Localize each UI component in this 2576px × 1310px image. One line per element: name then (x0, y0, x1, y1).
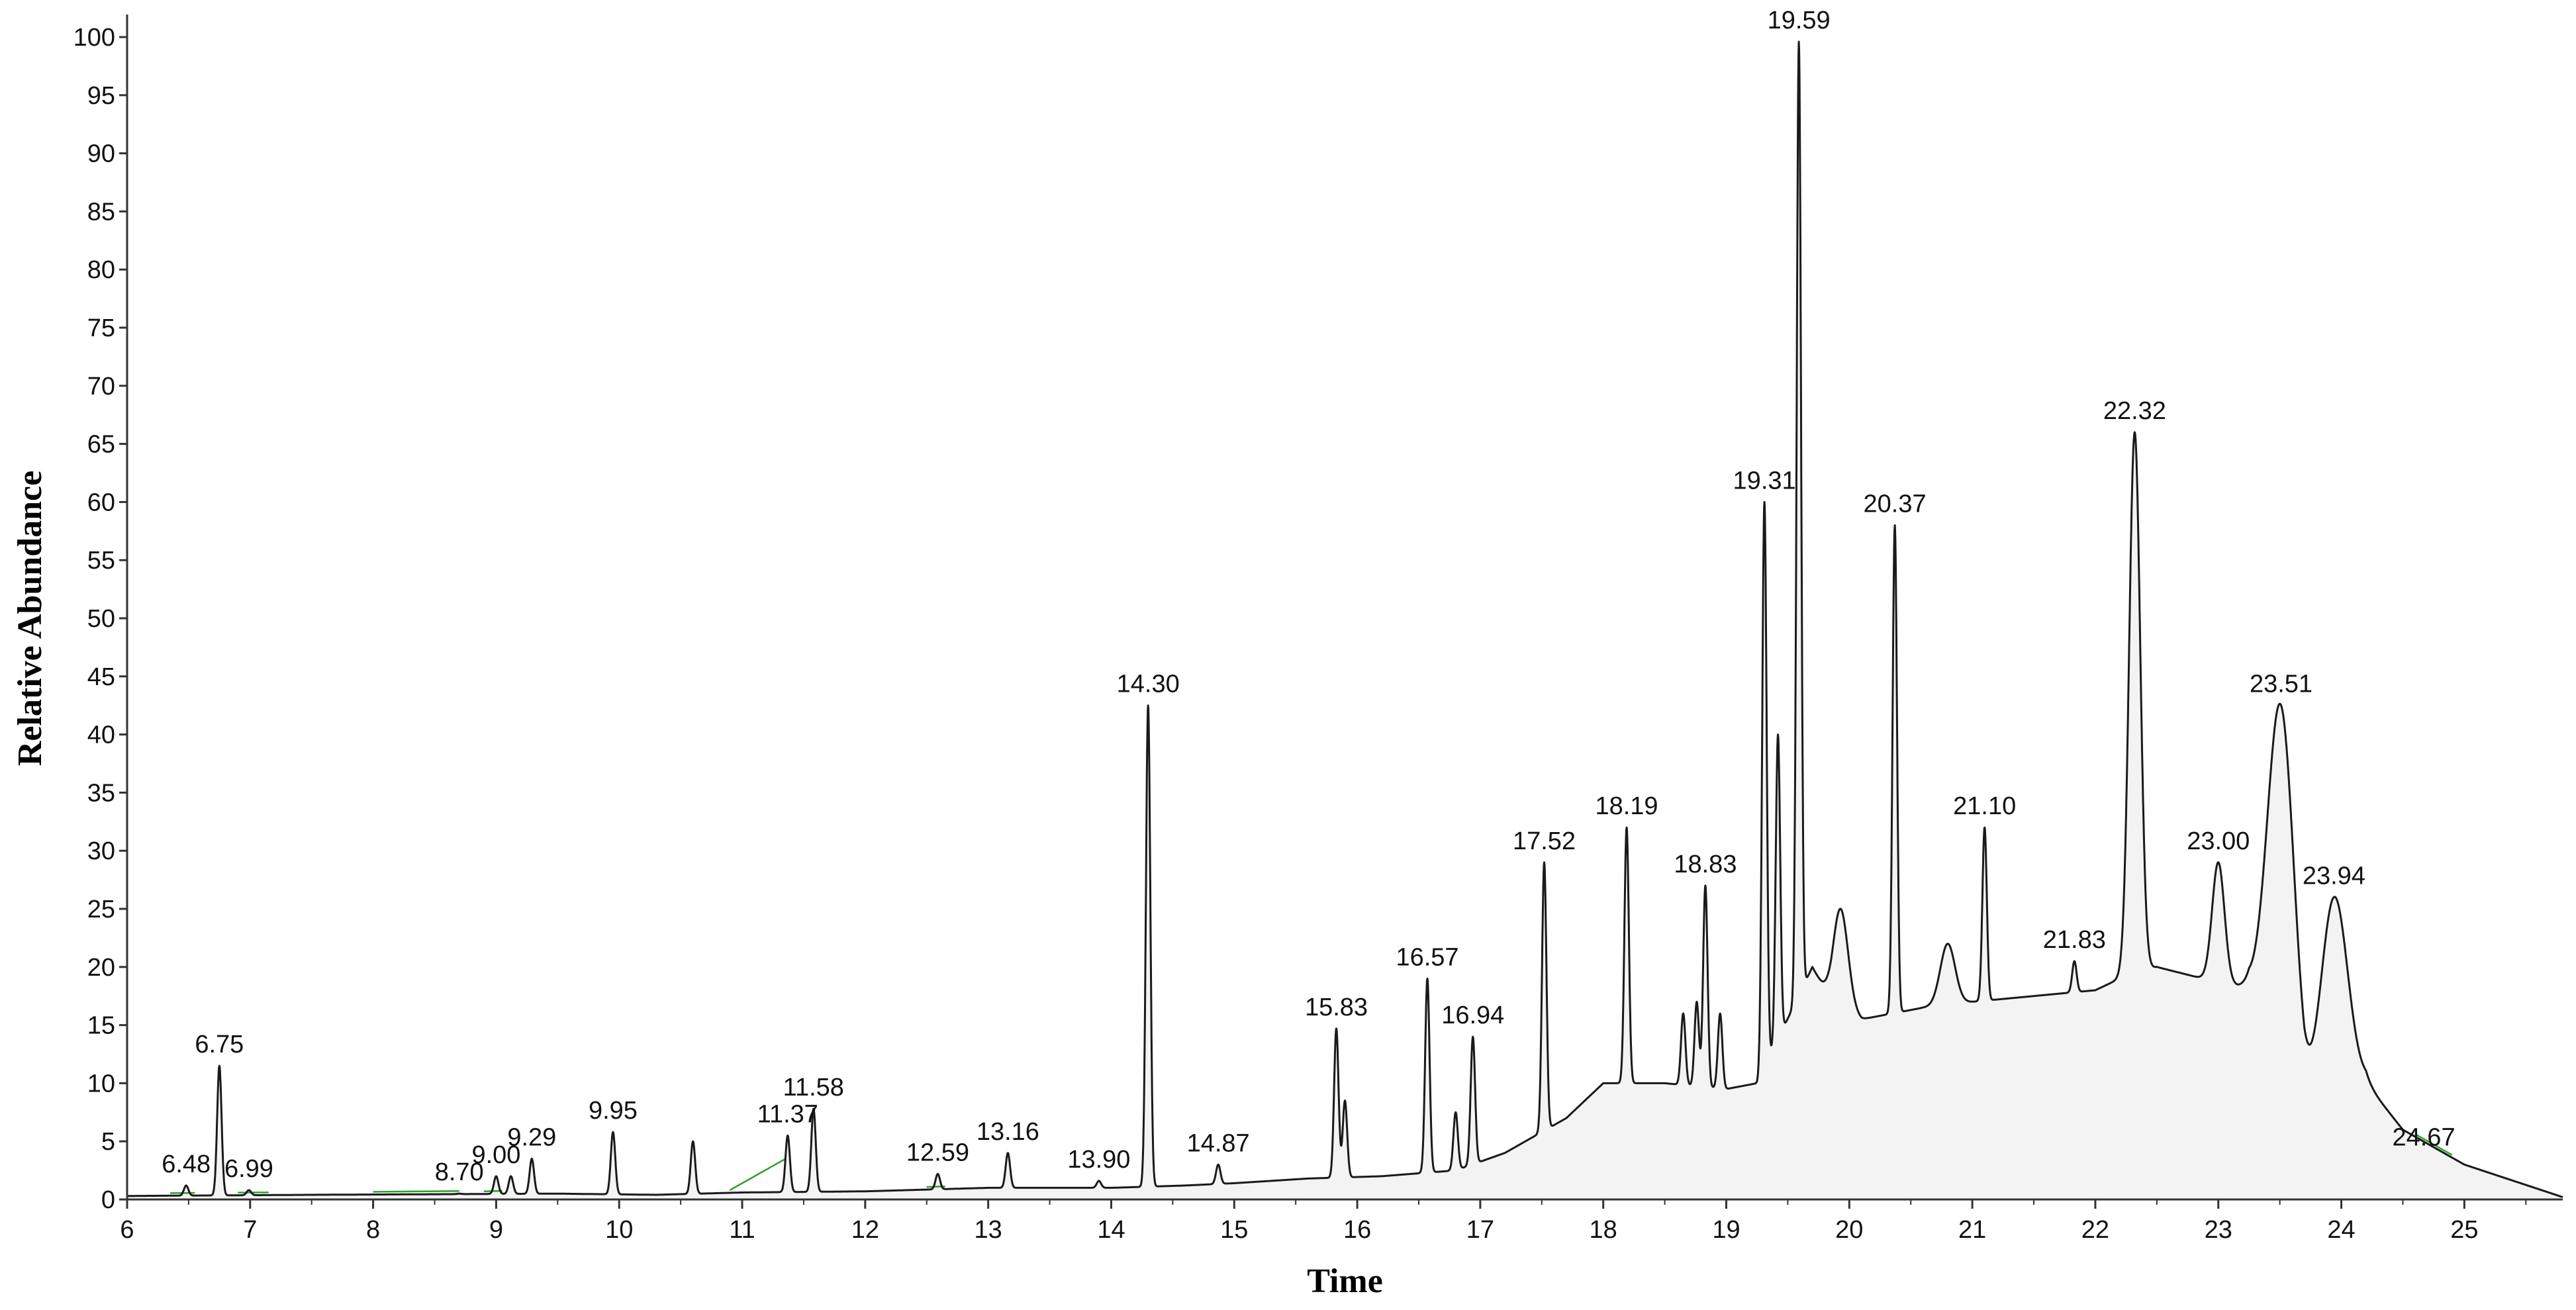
peak-label: 9.00 (471, 1141, 520, 1169)
y-tick-label: 50 (87, 605, 115, 633)
peak-label: 18.19 (1595, 792, 1658, 820)
peak-label: 14.87 (1187, 1129, 1250, 1157)
y-axis-title: Relative Abundance (11, 471, 49, 766)
y-tick-label: 40 (87, 722, 115, 749)
peak-label: 19.31 (1733, 467, 1796, 494)
x-axis-title: Time (1307, 1262, 1383, 1300)
y-tick-label: 15 (87, 1012, 115, 1040)
peak-label: 14.30 (1117, 671, 1180, 698)
x-tick-label: 23 (2205, 1216, 2232, 1244)
y-tick-label: 90 (87, 140, 115, 168)
peak-label: 19.59 (1768, 7, 1831, 34)
y-tick-label: 55 (87, 547, 115, 575)
x-tick-label: 21 (1958, 1216, 1986, 1244)
y-tick-label: 45 (87, 663, 115, 691)
integration-baseline (483, 1190, 502, 1192)
integration-baseline (373, 1190, 459, 1193)
y-tick-label: 35 (87, 779, 115, 807)
y-tick-label: 60 (87, 489, 115, 516)
x-tick-label: 18 (1590, 1216, 1617, 1244)
x-tick-label: 12 (851, 1216, 879, 1244)
y-tick-label: 5 (101, 1128, 115, 1156)
x-tick-label: 24 (2327, 1216, 2355, 1244)
peak-label: 13.16 (977, 1118, 1039, 1146)
peak-label: 9.29 (507, 1124, 556, 1152)
peak-label: 16.57 (1396, 943, 1458, 971)
x-tick-label: 25 (2450, 1216, 2478, 1244)
x-tick-label: 15 (1220, 1216, 1248, 1244)
x-tick-label: 13 (975, 1216, 1002, 1244)
peak-label: 8.70 (435, 1158, 484, 1186)
y-tick-label: 0 (101, 1186, 115, 1214)
integration-baseline (729, 1158, 786, 1192)
peak-label: 23.51 (2250, 671, 2313, 698)
peak-label: 11.58 (783, 1074, 844, 1101)
x-tick-label: 6 (120, 1216, 134, 1244)
peak-label: 6.75 (195, 1031, 244, 1058)
y-tick-label: 20 (87, 954, 115, 982)
x-tick-label: 11 (729, 1216, 755, 1244)
peak-label: 15.83 (1305, 994, 1368, 1021)
x-tick-label: 8 (366, 1216, 380, 1244)
peak-label: 18.83 (1674, 851, 1737, 878)
y-tick-label: 80 (87, 256, 115, 284)
x-tick-label: 14 (1097, 1216, 1125, 1244)
y-tick-label: 75 (87, 314, 115, 342)
peak-label: 17.52 (1513, 827, 1576, 855)
peak-label: 23.00 (2187, 827, 2250, 855)
peak-label: 13.90 (1067, 1146, 1130, 1174)
y-axis-ticks: 0 5 10 15 20 25 30 35 40 45 50 55 60 65 70 75 80 85 90 95 10… (73, 24, 127, 1214)
y-tick-label: 100 (73, 24, 115, 52)
chromatogram-fill (127, 42, 2563, 1199)
x-tick-label: 22 (2081, 1216, 2109, 1244)
y-tick-label: 10 (87, 1070, 115, 1098)
peak-label: 22.32 (2103, 397, 2166, 425)
y-tick-label: 85 (87, 198, 115, 226)
integration-lines (170, 1133, 2453, 1194)
peak-label: 6.48 (162, 1150, 211, 1178)
x-tick-label: 17 (1466, 1216, 1494, 1244)
y-tick-label: 70 (87, 373, 115, 400)
x-axis-ticks: 6 7 8 9 10 11 12 13 14 15 16 17 18 19 20 21 22 23 24 25 (120, 1199, 2527, 1244)
peak-label: 21.10 (1953, 792, 2016, 820)
x-tick-label: 10 (605, 1216, 633, 1244)
peak-label: 24.67 (2392, 1124, 2455, 1152)
peak-label: 6.99 (224, 1155, 273, 1183)
chromatogram-trace (126, 40, 2563, 1198)
y-tick-label: 25 (87, 896, 115, 923)
peak-label: 12.59 (906, 1139, 969, 1166)
peak-label: 20.37 (1864, 491, 1927, 518)
peak-label: 9.95 (589, 1097, 638, 1125)
x-tick-label: 19 (1712, 1216, 1740, 1244)
y-tick-label: 95 (87, 82, 115, 110)
x-tick-label: 16 (1343, 1216, 1371, 1244)
peak-label: 16.94 (1441, 1002, 1504, 1029)
peak-label: 23.94 (2303, 862, 2365, 890)
x-tick-label: 9 (489, 1216, 503, 1244)
peak-label: 21.83 (2043, 926, 2106, 954)
y-tick-label: 65 (87, 431, 115, 459)
y-tick-label: 30 (87, 837, 115, 865)
integration-baseline (2414, 1133, 2453, 1156)
x-tick-label: 7 (243, 1216, 257, 1244)
x-tick-label: 20 (1835, 1216, 1863, 1244)
peak-label: 11.37 (757, 1100, 818, 1128)
